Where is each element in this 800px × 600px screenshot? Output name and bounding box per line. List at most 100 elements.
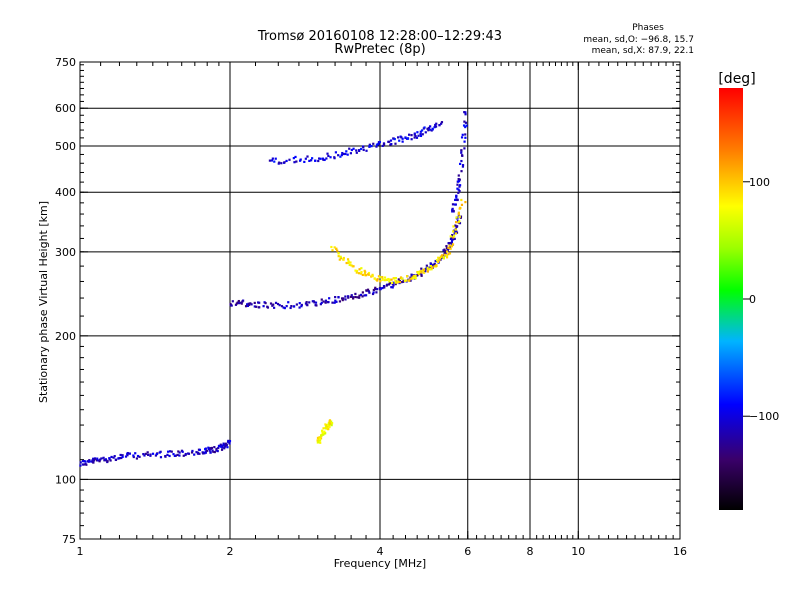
data-point — [376, 279, 379, 282]
data-point — [454, 198, 457, 202]
data-point — [348, 263, 351, 267]
data-point — [411, 274, 414, 277]
data-point — [452, 209, 455, 213]
data-point — [341, 298, 344, 302]
data-point — [255, 305, 258, 308]
data-point — [146, 451, 149, 454]
stats-title: Phases — [632, 23, 664, 33]
data-point — [83, 460, 86, 463]
data-point — [110, 455, 113, 459]
data-point — [278, 161, 281, 164]
data-point — [455, 216, 458, 219]
data-point — [391, 282, 394, 286]
data-point — [414, 277, 417, 280]
data-point — [330, 245, 333, 249]
data-point — [363, 272, 367, 275]
data-point — [349, 295, 353, 298]
data-point — [99, 458, 102, 461]
data-point — [290, 304, 293, 308]
data-point — [280, 162, 283, 165]
colorbar-ticks: 100 0 −100 — [743, 176, 779, 423]
data-point — [272, 303, 275, 306]
data-point — [382, 143, 386, 146]
data-point — [451, 234, 454, 237]
data-point — [373, 288, 377, 291]
data-point — [444, 250, 447, 253]
data-point — [113, 455, 116, 458]
data-point — [400, 281, 403, 284]
data-point — [352, 297, 355, 300]
data-point — [411, 276, 414, 279]
colorbar-tick-label: 0 — [749, 293, 756, 306]
data-point — [358, 149, 361, 152]
data-point — [285, 159, 288, 163]
data-point — [81, 459, 85, 463]
data-point — [388, 280, 391, 283]
data-point — [305, 301, 308, 304]
data-point — [410, 134, 413, 137]
data-point — [323, 430, 326, 433]
data-point — [342, 256, 345, 260]
data-point — [419, 130, 422, 133]
data-point — [440, 121, 444, 124]
data-point — [436, 260, 440, 264]
data-point — [320, 434, 323, 437]
data-point — [350, 148, 353, 152]
data-point — [450, 245, 454, 248]
data-point — [464, 125, 467, 129]
data-point — [421, 129, 424, 132]
data-point — [292, 157, 295, 160]
data-point — [341, 151, 344, 155]
data-point — [414, 135, 417, 138]
data-point — [460, 154, 464, 157]
data-point — [88, 460, 91, 463]
data-point — [458, 215, 461, 218]
data-point — [268, 159, 272, 162]
data-point — [223, 447, 226, 450]
data-point — [334, 295, 337, 299]
colorbar: [deg] 100 0 −100 — [718, 71, 779, 510]
data-point — [437, 256, 440, 259]
data-point — [324, 301, 327, 304]
data-point — [394, 142, 397, 145]
data-point — [440, 122, 443, 125]
data-point — [464, 133, 467, 136]
data-point — [106, 460, 109, 463]
data-point — [388, 282, 392, 285]
data-point — [368, 291, 371, 294]
data-point — [219, 445, 223, 448]
data-point — [159, 456, 163, 459]
data-point — [172, 453, 175, 456]
data-point — [298, 302, 301, 305]
data-point — [381, 144, 384, 148]
axis-ticks: 1 2 4 6 8 10 16 75 100 200 300 400 500 600 750 — [55, 56, 687, 558]
data-point — [420, 267, 423, 270]
data-point — [270, 159, 274, 162]
data-point — [392, 281, 395, 284]
data-point — [211, 449, 214, 452]
stats-line-o: mean, sd,O: −96.8, 15.7 — [583, 35, 694, 45]
data-point — [216, 449, 219, 453]
data-point — [459, 207, 462, 210]
data-point — [360, 270, 363, 274]
data-point — [92, 461, 95, 464]
data-point — [383, 286, 386, 289]
data-point — [285, 305, 288, 308]
data-point — [352, 147, 355, 150]
data-point — [438, 259, 441, 262]
data-point — [347, 295, 350, 298]
data-point — [142, 453, 145, 456]
data-point — [354, 269, 357, 272]
data-point — [276, 302, 280, 306]
data-point — [453, 237, 456, 240]
data-point — [193, 453, 196, 456]
data-point — [207, 446, 210, 449]
data-point — [379, 280, 382, 283]
x-tick-label: 1 — [77, 545, 84, 558]
data-point — [457, 188, 460, 191]
data-point — [461, 165, 465, 168]
data-point — [357, 272, 361, 275]
data-point — [447, 253, 450, 256]
data-point — [458, 185, 461, 188]
data-point — [84, 462, 87, 466]
